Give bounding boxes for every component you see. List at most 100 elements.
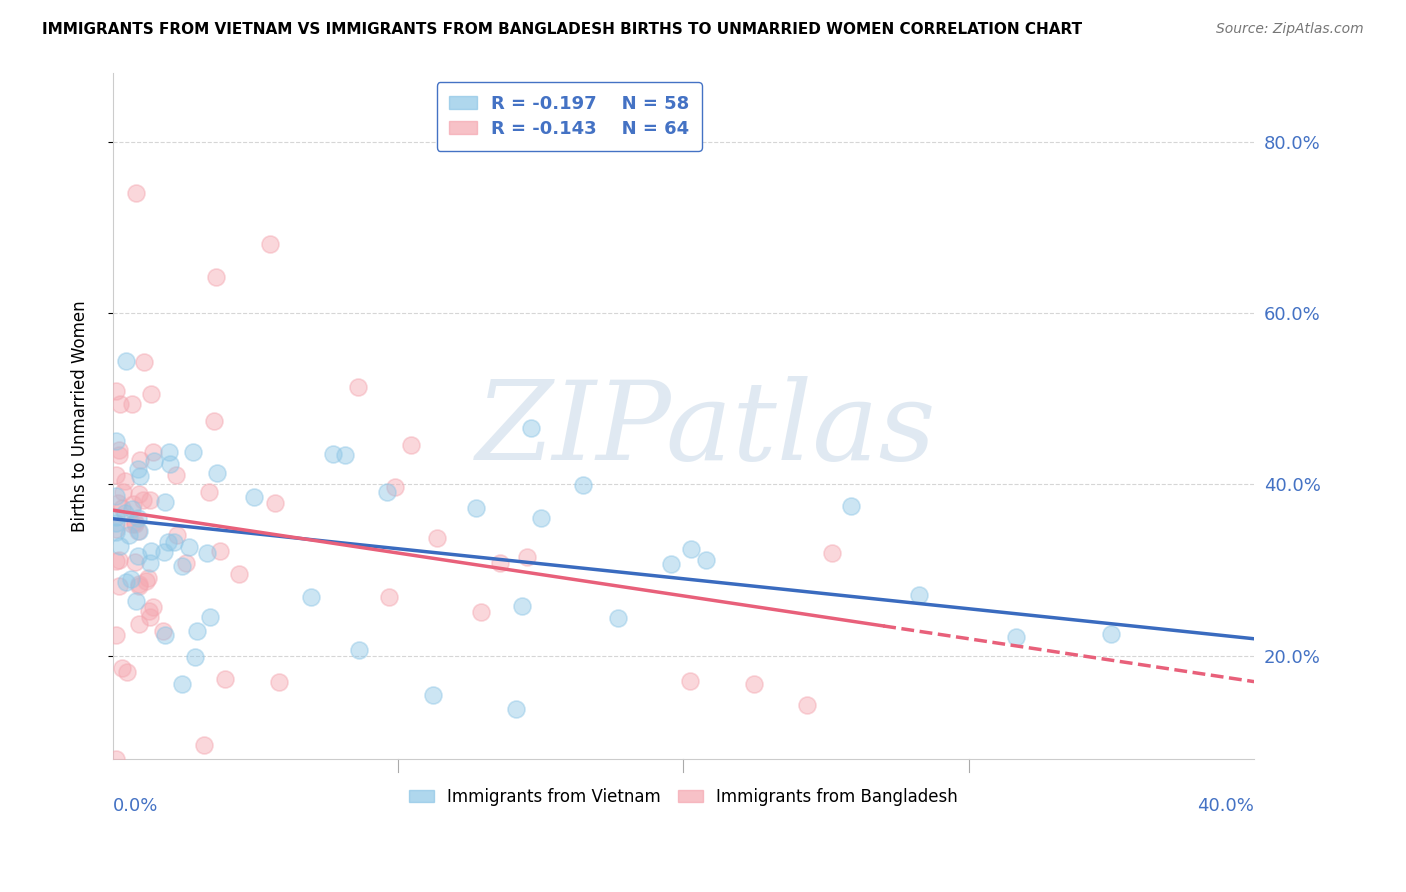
Point — [132, 354, 155, 368]
Point — [127, 549, 149, 563]
Point — [159, 457, 181, 471]
Point — [124, 554, 146, 568]
Point — [114, 474, 136, 488]
Point — [195, 546, 218, 560]
Point — [259, 237, 281, 252]
Point — [821, 546, 844, 560]
Point — [104, 516, 127, 530]
Point — [129, 468, 152, 483]
Point — [375, 485, 398, 500]
Point — [107, 496, 129, 510]
Point — [346, 379, 368, 393]
Point — [124, 517, 146, 532]
Point — [104, 752, 127, 766]
Point — [124, 515, 146, 529]
Point — [516, 549, 538, 564]
Point — [152, 624, 174, 638]
Text: 0.0%: 0.0% — [112, 797, 159, 814]
Point — [426, 531, 449, 545]
Point — [128, 616, 150, 631]
Point — [470, 605, 492, 619]
Point — [108, 579, 131, 593]
Point — [141, 543, 163, 558]
Point — [142, 445, 165, 459]
Point — [214, 672, 236, 686]
Point — [384, 480, 406, 494]
Point — [108, 397, 131, 411]
Point — [209, 543, 232, 558]
Point — [299, 590, 322, 604]
Text: IMMIGRANTS FROM VIETNAM VS IMMIGRANTS FROM BANGLADESH BIRTHS TO UNMARRIED WOMEN : IMMIGRANTS FROM VIETNAM VS IMMIGRANTS FR… — [42, 22, 1083, 37]
Point — [422, 689, 444, 703]
Point — [165, 467, 187, 482]
Point — [108, 539, 131, 553]
Point — [162, 535, 184, 549]
Point — [121, 397, 143, 411]
Point — [104, 489, 127, 503]
Point — [127, 511, 149, 525]
Text: Source: ZipAtlas.com: Source: ZipAtlas.com — [1216, 22, 1364, 37]
Point — [129, 453, 152, 467]
Point — [139, 556, 162, 570]
Point — [205, 269, 228, 284]
Point — [136, 571, 159, 585]
Point — [114, 354, 136, 368]
Point — [139, 610, 162, 624]
Point — [114, 506, 136, 520]
Point — [796, 698, 818, 712]
Point — [114, 575, 136, 590]
Point — [124, 594, 146, 608]
Point — [104, 467, 127, 482]
Point — [170, 559, 193, 574]
Point — [202, 413, 225, 427]
Point — [228, 566, 250, 581]
Point — [121, 497, 143, 511]
Point — [269, 675, 291, 690]
Point — [127, 461, 149, 475]
Text: ZIPatlas: ZIPatlas — [477, 376, 936, 483]
Point — [465, 500, 488, 515]
Point — [1004, 630, 1026, 644]
Point — [184, 650, 207, 665]
Point — [155, 628, 177, 642]
Point — [108, 553, 131, 567]
Point — [530, 511, 553, 525]
Point — [152, 545, 174, 559]
Point — [117, 528, 139, 542]
Point — [198, 609, 221, 624]
Text: 40.0%: 40.0% — [1198, 797, 1254, 814]
Legend: Immigrants from Vietnam, Immigrants from Bangladesh: Immigrants from Vietnam, Immigrants from… — [402, 780, 965, 813]
Point — [264, 496, 287, 510]
Point — [112, 484, 135, 499]
Point — [111, 501, 134, 516]
Point — [908, 588, 931, 602]
Point — [322, 446, 344, 460]
Point — [489, 556, 512, 570]
Point — [695, 553, 717, 567]
Point — [128, 577, 150, 591]
Point — [128, 524, 150, 539]
Point — [104, 522, 127, 536]
Point — [138, 604, 160, 618]
Point — [193, 739, 215, 753]
Point — [135, 574, 157, 588]
Point — [205, 467, 228, 481]
Point — [186, 624, 208, 639]
Point — [142, 600, 165, 615]
Point — [121, 517, 143, 532]
Point — [104, 434, 127, 448]
Point — [157, 445, 180, 459]
Point — [139, 387, 162, 401]
Point — [520, 421, 543, 435]
Point — [243, 490, 266, 504]
Point — [681, 541, 703, 556]
Point — [510, 599, 533, 613]
Point — [128, 579, 150, 593]
Point — [166, 528, 188, 542]
Y-axis label: Births to Unmarried Women: Births to Unmarried Women — [72, 300, 89, 532]
Point — [198, 485, 221, 500]
Point — [571, 477, 593, 491]
Point — [105, 384, 128, 398]
Point — [347, 643, 370, 657]
Point — [138, 492, 160, 507]
